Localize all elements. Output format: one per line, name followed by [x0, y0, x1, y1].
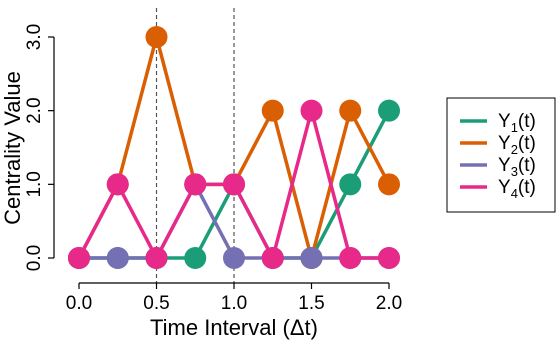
legend: Y1(t)Y2(t)Y3(t)Y4(t): [446, 97, 556, 213]
legend-label-subscript: 3: [511, 164, 518, 179]
data-point-4-3: [145, 247, 168, 269]
data-point-4-5: [223, 173, 245, 196]
data-point-2-9: [378, 173, 400, 196]
data-point-4-6: [261, 247, 284, 269]
plot-area: [68, 8, 400, 283]
legend-label-subscript: 4: [511, 186, 518, 201]
data-point-4-9: [378, 247, 400, 269]
legend-label-4: Y4(t): [498, 177, 536, 201]
data-point-2-3: [145, 26, 168, 48]
legend-label-3: Y3(t): [498, 155, 536, 179]
legend-label-main: Y: [498, 133, 511, 154]
y-axis-title: Centrality Value: [0, 71, 25, 225]
legend-label-main: Y: [498, 155, 511, 176]
data-point-3-5: [223, 247, 245, 269]
x-tick-label-3: 1.5: [298, 293, 324, 314]
data-point-4-1: [68, 247, 90, 269]
data-point-2-8: [339, 99, 362, 122]
x-axis: 0.0 0.5 1.0 1.5 2.0: [66, 282, 402, 314]
y-tick-label-1: 1.0: [24, 171, 45, 197]
legend-label-main: Y: [498, 111, 511, 132]
data-point-1-8: [339, 173, 362, 196]
data-point-4-4: [184, 173, 207, 196]
data-point-3-2: [106, 247, 129, 269]
x-tick-label-2: 1.0: [221, 293, 247, 314]
data-point-2-6: [261, 99, 284, 122]
x-axis-title: Time Interval (Δt): [150, 315, 318, 340]
y-axis: 0.0 1.0 2.0 3.0: [24, 24, 55, 271]
legend-box: [446, 97, 556, 213]
legend-label-tail: (t): [518, 155, 536, 176]
data-point-1-9: [378, 99, 400, 122]
legend-label-tail: (t): [518, 133, 536, 154]
legend-label-2: Y2(t): [498, 133, 536, 157]
legend-label-main: Y: [498, 177, 511, 198]
legend-label-tail: (t): [518, 111, 536, 132]
legend-label-1: Y1(t): [498, 111, 536, 135]
x-tick-label-1: 0.5: [143, 293, 169, 314]
data-point-3-7: [300, 247, 323, 269]
data-point-4-2: [106, 173, 129, 196]
y-tick-label-2: 2.0: [24, 97, 45, 123]
x-tick-label-4: 2.0: [376, 293, 402, 314]
legend-label-tail: (t): [518, 177, 536, 198]
legend-label-subscript: 1: [511, 120, 518, 135]
data-point-4-7: [300, 99, 323, 122]
data-point-1-4: [184, 247, 207, 269]
data-point-4-8: [339, 247, 362, 269]
y-tick-label-0: 0.0: [24, 245, 45, 271]
y-tick-label-3: 3.0: [24, 24, 45, 50]
x-tick-label-0: 0.0: [66, 293, 92, 314]
legend-label-subscript: 2: [511, 142, 518, 157]
